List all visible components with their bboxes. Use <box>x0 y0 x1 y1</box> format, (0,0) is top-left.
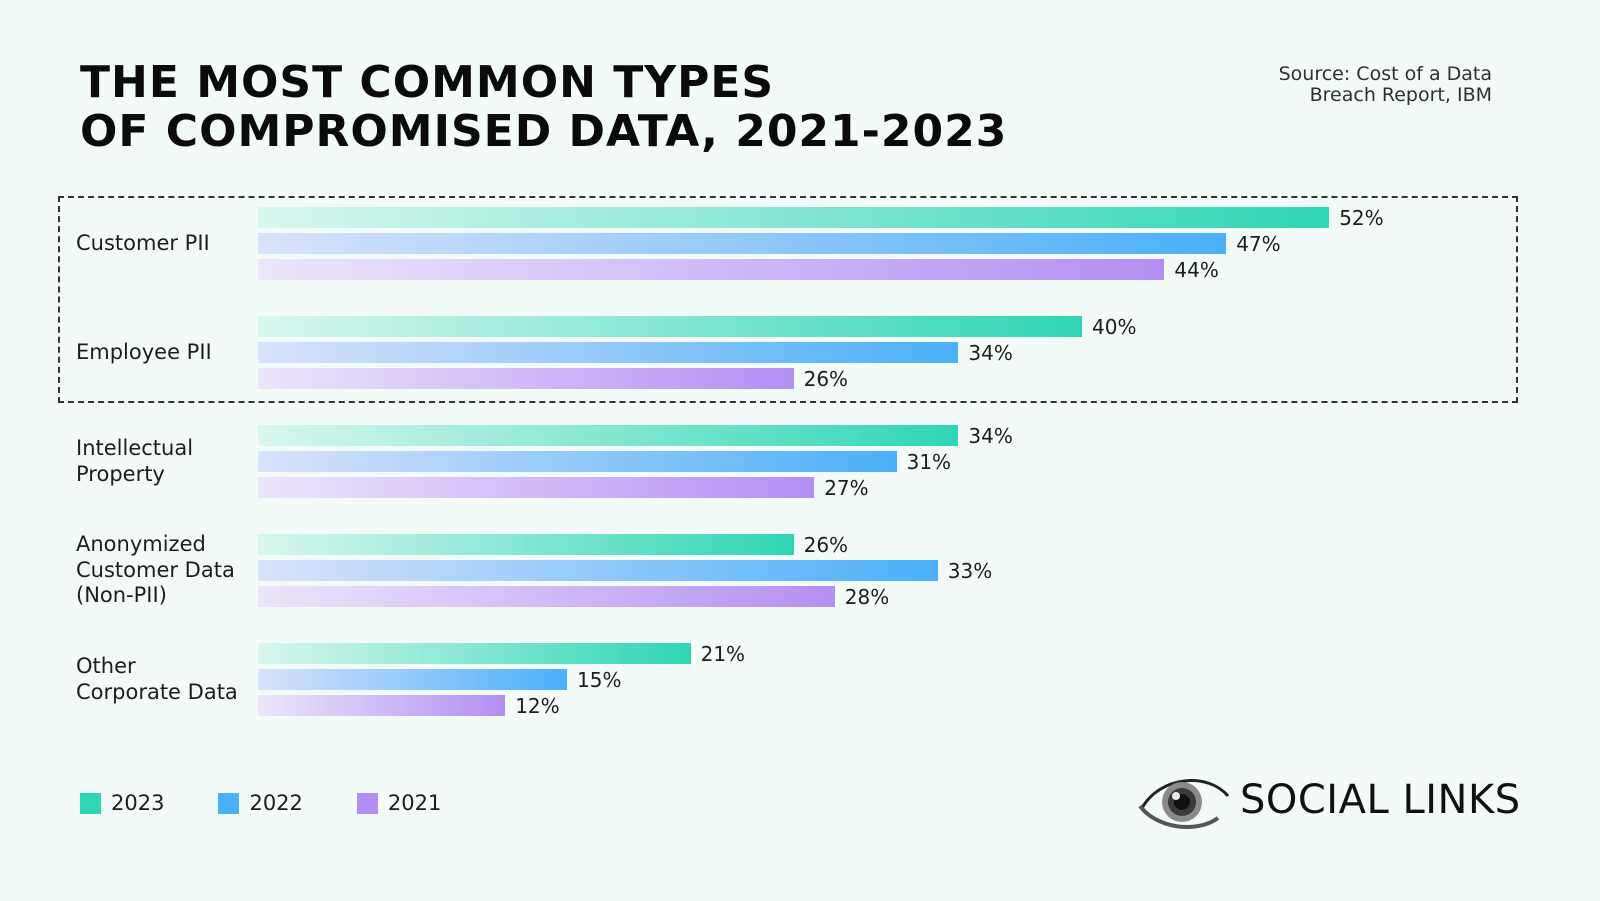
category-label-line: Employee PII <box>76 339 212 364</box>
bar-2023 <box>258 316 1082 337</box>
category-label: Other Corporate Data <box>76 654 256 705</box>
bar-2022 <box>258 560 938 581</box>
category-label-line: Property <box>76 461 165 486</box>
category-label-line: Intellectual <box>76 436 194 460</box>
category-label: Employee PII <box>76 340 256 366</box>
bar-value-label: 34% <box>968 341 1013 365</box>
category-label-line: Customer Data <box>76 557 235 582</box>
bar-2023 <box>258 534 794 555</box>
legend-swatch-2023 <box>80 792 101 814</box>
bar-value-label: 27% <box>824 476 869 500</box>
category-label-line: Customer PII <box>76 230 210 255</box>
bar-value-label: 44% <box>1174 258 1219 282</box>
chart-title: THE MOST COMMON TYPES OF COMPROMISED DAT… <box>80 58 1007 156</box>
bar-value-label: 40% <box>1092 315 1137 339</box>
bar-value-label: 34% <box>968 424 1013 448</box>
legend-swatch-2022 <box>218 792 240 814</box>
source-line-1: Source: Cost of a Data <box>1278 63 1492 85</box>
legend: 2023 2022 2021 <box>80 791 495 815</box>
bar-2023 <box>258 643 691 664</box>
category-label-line: Other <box>76 654 136 678</box>
legend-swatch-2021 <box>356 792 378 814</box>
bar-value-label: 12% <box>515 694 560 718</box>
legend-label-2021: 2021 <box>387 791 442 815</box>
social-links-logo: SOCIAL LINKS <box>1136 768 1526 832</box>
bar-2023 <box>258 207 1330 228</box>
highlight-box <box>58 196 1518 403</box>
bar-value-label: 52% <box>1339 206 1384 230</box>
bar-2022 <box>258 451 897 472</box>
category-label: Customer PII <box>76 231 256 257</box>
bar-value-label: 15% <box>577 668 622 692</box>
legend-item-2021: 2021 <box>356 791 442 815</box>
bar-2021 <box>258 259 1165 280</box>
bar-2021 <box>258 695 506 716</box>
category-label-line: Anonymized <box>76 532 206 557</box>
bar-2023 <box>258 425 959 446</box>
logo-text: SOCIAL LINKS <box>1240 777 1521 823</box>
source-note: Source: Cost of a Data Breach Report, IB… <box>1279 64 1492 106</box>
eye-logo-icon <box>1138 779 1230 830</box>
bar-value-label: 33% <box>947 559 993 583</box>
bar-value-label: 47% <box>1236 232 1281 256</box>
bar-value-label: 31% <box>906 450 952 474</box>
category-label: Anonymized Customer Data (Non-PII) <box>76 532 256 609</box>
legend-item-2023: 2023 <box>80 791 164 815</box>
chart-title-line-1: THE MOST COMMON TYPES <box>80 57 775 108</box>
bar-value-label: 26% <box>803 533 849 557</box>
legend-label-2023: 2023 <box>111 791 165 815</box>
category-label: Intellectual Property <box>76 436 256 487</box>
category-label-line: (Non-PII) <box>76 583 167 608</box>
bar-2021 <box>258 586 835 607</box>
bar-2022 <box>258 342 959 363</box>
bar-2021 <box>258 368 794 389</box>
bar-value-label: 28% <box>844 585 890 609</box>
legend-label-2022: 2022 <box>249 791 303 815</box>
bar-value-label: 21% <box>700 642 746 666</box>
bar-2022 <box>258 233 1227 254</box>
source-line-2: Breach Report, IBM <box>1309 84 1492 106</box>
bar-value-label: 26% <box>803 367 849 391</box>
legend-item-2022: 2022 <box>218 791 303 815</box>
category-label-line: Corporate Data <box>76 679 238 704</box>
bar-2021 <box>258 477 815 498</box>
bar-2022 <box>258 669 567 690</box>
chart-title-line-2: OF COMPROMISED DATA, 2021-2023 <box>80 106 1008 157</box>
